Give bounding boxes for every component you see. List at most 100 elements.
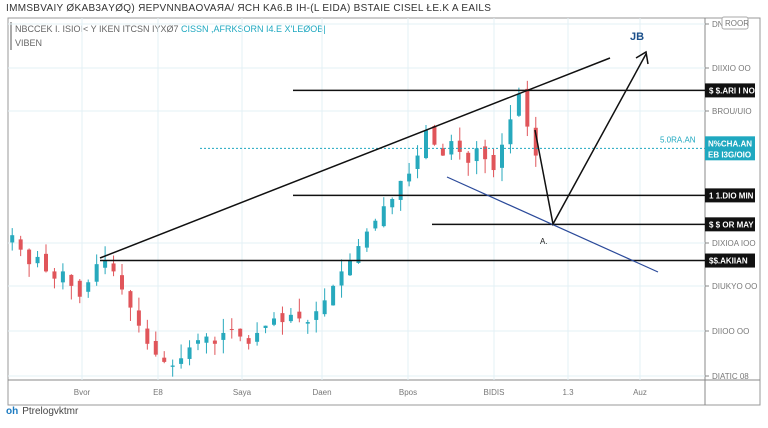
candle-body	[77, 280, 82, 297]
price-level-tag	[705, 188, 755, 203]
price-level-label: $ $.ARI I NO	[709, 86, 755, 95]
x-tick-label: Daen	[312, 388, 331, 397]
brand-name: Ptrelogvktmr	[22, 406, 79, 417]
x-tick-label: BIDIS	[484, 388, 505, 397]
arrow-head-icon	[635, 50, 649, 65]
candle-body	[246, 338, 251, 344]
candle-body	[196, 340, 200, 344]
candle-body	[364, 231, 369, 248]
candle-body	[111, 263, 116, 272]
candle-body	[449, 141, 454, 155]
candle-body	[398, 180, 403, 200]
candle-body	[170, 365, 175, 367]
candle-body	[263, 325, 268, 328]
legend-accent: CISSN ,AFRKSORN I4.E X'LEØOB|	[180, 24, 326, 34]
x-tick-label: Bpos	[399, 388, 417, 397]
candle-body	[153, 340, 158, 355]
y-scale-button-label: ROOR	[725, 19, 749, 28]
price-level-label: $$.AKIIAN	[709, 257, 748, 266]
candle-body	[128, 291, 133, 308]
candle-body	[381, 206, 386, 227]
candle-body	[272, 318, 276, 325]
brand: oh Ptrelogvktmr	[6, 406, 78, 417]
candle-body	[238, 328, 243, 337]
candle-body	[466, 152, 471, 163]
candle-body	[500, 144, 504, 168]
candle-body	[179, 358, 184, 364]
projection-arrow	[534, 53, 647, 227]
candle-body	[331, 285, 336, 306]
candle-body	[136, 310, 141, 326]
candle-body	[322, 300, 327, 315]
candle-body	[229, 329, 234, 331]
candle-body	[86, 282, 91, 292]
x-tick-label: Bvor	[74, 388, 91, 397]
current-price-label: N%CHA.AN	[708, 139, 752, 148]
y-tick-label: DIIXIO OO	[712, 64, 751, 73]
candle-body	[474, 148, 479, 162]
candle-body	[483, 146, 488, 160]
candle-body	[525, 88, 530, 127]
y-scale-button[interactable]	[721, 16, 749, 30]
candle-body	[373, 220, 378, 229]
legend: NBCCEK I. ISIOI< Y IKEN ITCSN IYXØ7 CISS…	[10, 22, 326, 50]
legend-text: NBCCEK I. ISIOI< Y IKEN ITCSN IYXØ7	[15, 24, 181, 34]
price-level-tag	[705, 253, 755, 268]
candle-body	[69, 274, 74, 286]
logo-icon: JB	[630, 31, 644, 43]
current-price-tag	[705, 136, 755, 161]
candle-body	[415, 155, 420, 169]
candle-body	[60, 271, 65, 283]
x-tick-label: Saya	[233, 388, 252, 397]
candle-body	[44, 253, 48, 272]
candle-body	[339, 271, 344, 286]
brand-logo: oh	[6, 406, 19, 417]
candle-body	[145, 328, 150, 344]
candle-body	[305, 322, 310, 324]
candle-body	[297, 311, 302, 319]
candle-body	[27, 249, 32, 265]
candle-body	[491, 154, 496, 171]
price-level-label: $ $ OR MAY	[709, 220, 754, 229]
candle-body	[516, 94, 521, 116]
price-level-label: 1 1.DIO MIN	[709, 191, 754, 200]
current-price-side-label: 5.0RA.AN	[660, 135, 696, 144]
current-price-label: EB I3G/OIO	[708, 150, 751, 159]
x-tick-label: 1.3	[562, 388, 574, 397]
candle-body	[432, 126, 437, 145]
chart-title: IMMSBVAIY ØKAB3ΑYØQ) ЯEPVNNBAOVAЯA/ ЯCH …	[6, 3, 492, 14]
candle-body	[18, 239, 23, 250]
candle-body	[356, 246, 361, 263]
annotation-label: A.	[540, 237, 548, 246]
x-tick-label: E8	[153, 388, 163, 397]
candle-body	[390, 199, 395, 208]
candle-body	[280, 313, 285, 323]
candle-body	[533, 127, 538, 156]
candle-body	[94, 264, 99, 282]
x-tick-label: Auz	[633, 388, 647, 397]
candle-body	[187, 347, 192, 359]
chart-frame	[7, 17, 761, 406]
candle-body	[424, 130, 428, 159]
candle-body	[10, 235, 15, 243]
y-tick-label: DN'	[712, 20, 726, 29]
y-tick-label: DIATIC 08	[712, 372, 749, 381]
candle-body	[288, 314, 293, 322]
price-level-tag	[705, 217, 755, 232]
candle-body	[103, 260, 108, 268]
candle-body	[35, 256, 40, 264]
y-tick-label: DIXIOA IOO	[712, 239, 756, 248]
candle-body	[52, 271, 57, 279]
candle-body	[221, 332, 226, 340]
y-tick-label: DIIOO OO	[712, 327, 749, 336]
candle-body	[407, 173, 412, 182]
price-level-tag	[705, 83, 755, 98]
candle-body	[457, 140, 462, 152]
candle-body	[162, 357, 167, 362]
candle-body	[348, 260, 352, 276]
y-tick-label: DIUKYO OO	[712, 282, 757, 291]
candle-body	[120, 275, 124, 290]
trend-line	[99, 57, 611, 259]
candle-body	[508, 119, 513, 145]
